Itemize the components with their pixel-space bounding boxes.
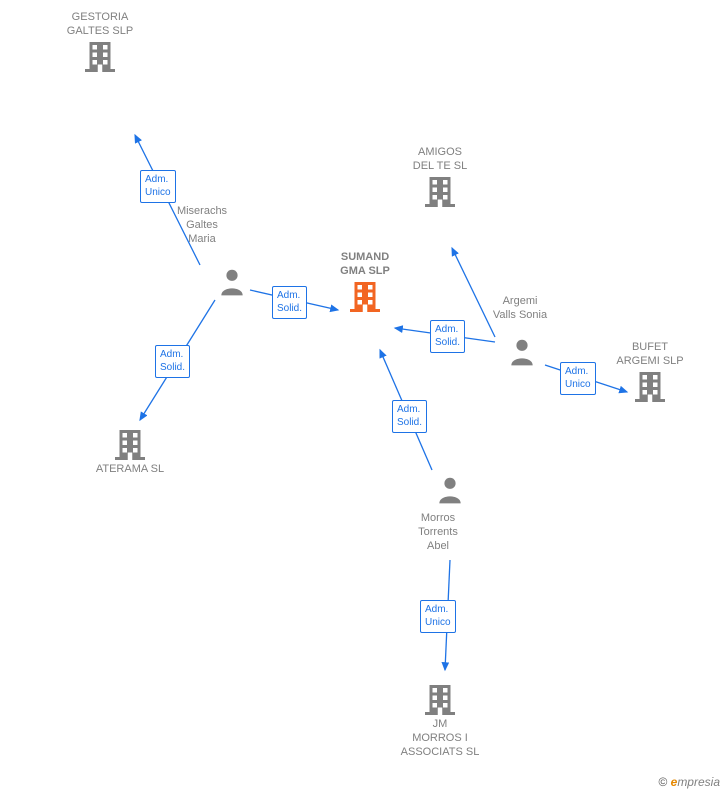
node-label: AMIGOS DEL TE SL xyxy=(380,146,500,174)
node-label: JM MORROS I ASSOCIATS SL xyxy=(380,718,500,759)
edge-label: Adm. Solid. xyxy=(430,320,465,353)
copyright: © empresia xyxy=(658,775,720,789)
company-node-gestoria: GESTORIA GALTES SLP xyxy=(40,11,160,75)
person-icon xyxy=(216,266,248,298)
node-label: Miserachs Galtes Maria xyxy=(152,205,252,246)
brand-rest: mpresia xyxy=(677,775,720,789)
node-label: ATERAMA SL xyxy=(70,463,190,477)
diagram-canvas: GESTORIA GALTES SLP ATERAMA SL AMIGOS DEL… xyxy=(0,0,728,795)
edge-label: Adm. Solid. xyxy=(155,345,190,378)
person-label-miserachs: Miserachs Galtes Maria xyxy=(152,205,252,246)
node-label: Morros Torrents Abel xyxy=(388,512,488,553)
node-label: BUFET ARGEMI SLP xyxy=(590,341,710,369)
node-label: SUMAND GMA SLP xyxy=(305,251,425,279)
node-label: GESTORIA GALTES SLP xyxy=(40,11,160,39)
edge-label: Adm. Unico xyxy=(560,362,596,395)
building-icon xyxy=(82,39,118,75)
building-icon xyxy=(347,279,383,315)
edge-label: Adm. Unico xyxy=(140,170,176,203)
edge-label: Adm. Unico xyxy=(420,600,456,633)
building-icon xyxy=(632,369,668,405)
edges-layer xyxy=(0,0,728,795)
person-label-morros: Morros Torrents Abel xyxy=(388,512,488,553)
person-label-argemi: Argemi Valls Sonia xyxy=(470,295,570,323)
building-icon xyxy=(422,174,458,210)
company-node-amigos: AMIGOS DEL TE SL xyxy=(380,146,500,210)
building-icon xyxy=(422,682,458,718)
node-label: Argemi Valls Sonia xyxy=(470,295,570,323)
copyright-symbol: © xyxy=(658,775,667,789)
person-icon xyxy=(434,474,466,506)
company-node-bufet: BUFET ARGEMI SLP xyxy=(590,341,710,405)
company-node-aterama: ATERAMA SL xyxy=(70,427,190,477)
person-node-morros xyxy=(390,474,510,506)
building-icon xyxy=(112,427,148,463)
company-node-jm_morros: JM MORROS I ASSOCIATS SL xyxy=(380,682,500,759)
person-icon xyxy=(506,336,538,368)
edge-label: Adm. Solid. xyxy=(392,400,427,433)
company-node-summand: SUMAND GMA SLP xyxy=(305,251,425,315)
edge-label: Adm. Solid. xyxy=(272,286,307,319)
